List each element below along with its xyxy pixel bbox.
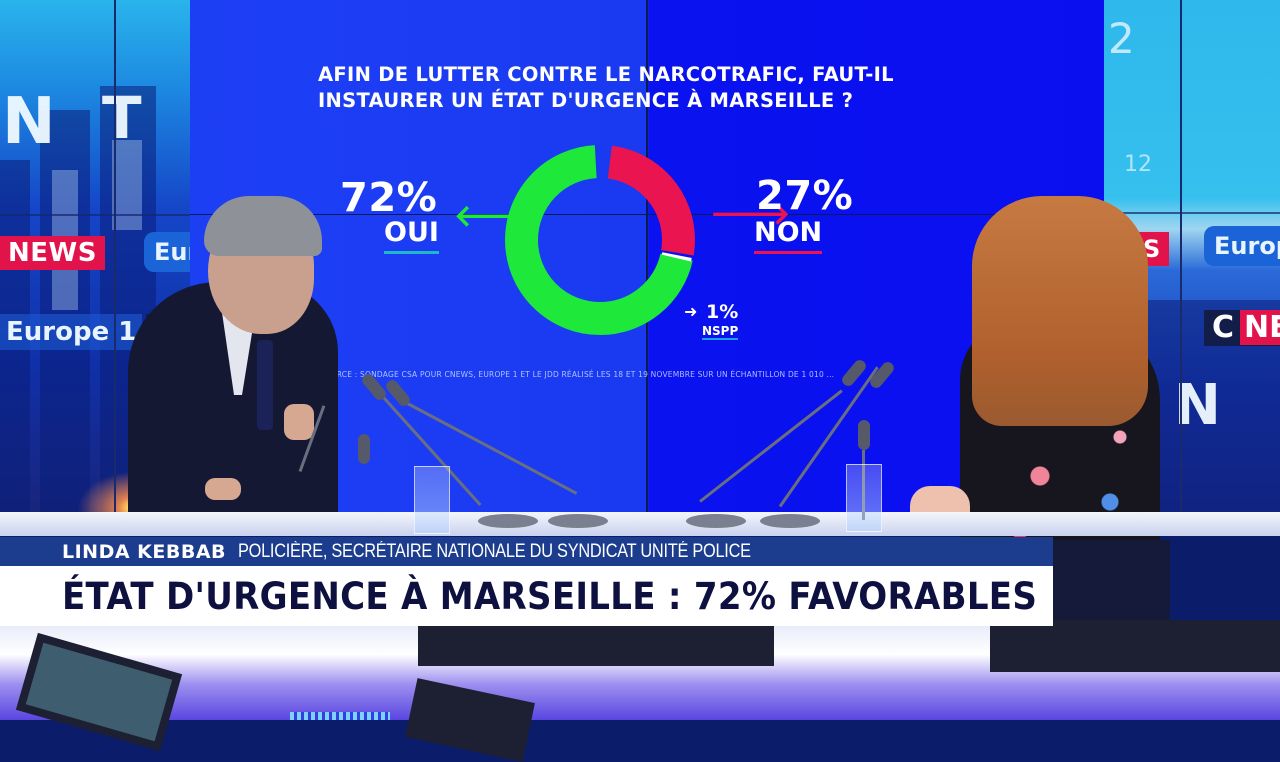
lower-third-name-band: LINDA KEBBAB POLICIÈRE, SECRÉTAIRE NATIO… bbox=[0, 537, 1053, 566]
europe1-logo: Eur bbox=[144, 232, 190, 272]
cnews-logo-ne: NE bbox=[1240, 310, 1280, 345]
dk-percentage: 1% bbox=[706, 301, 739, 323]
wall-seam bbox=[1104, 212, 1280, 214]
wall-seam bbox=[1180, 0, 1182, 520]
arrow-right-icon: ➜ bbox=[684, 302, 698, 321]
cnews-logo-c: C bbox=[1212, 310, 1235, 345]
water-glass bbox=[846, 464, 882, 532]
guest-woman-skirt bbox=[1050, 540, 1170, 630]
no-label: NON bbox=[754, 218, 823, 254]
wall-seam bbox=[0, 214, 190, 216]
wall-seam bbox=[114, 0, 116, 520]
microphone-base bbox=[760, 514, 820, 528]
microphone-base bbox=[478, 514, 538, 528]
donut-segment-non bbox=[505, 145, 695, 335]
europe1-logo: Europ bbox=[1204, 226, 1280, 266]
desk-monitor bbox=[990, 620, 1280, 672]
guest-woman-hair bbox=[972, 196, 1148, 426]
clock-number: 12 bbox=[1124, 152, 1152, 177]
dk-label: NSPP bbox=[702, 324, 739, 340]
led-strip bbox=[290, 712, 390, 720]
studio-desk bbox=[0, 512, 1280, 536]
arrow-left-icon: 🡐 bbox=[454, 199, 535, 234]
guest-role: POLICIÈRE, SECRÉTAIRE NATIONALE DU SYNDI… bbox=[238, 540, 751, 562]
cnews-logo: C NE bbox=[1204, 310, 1280, 346]
cnews-logo: NEWS bbox=[0, 236, 105, 270]
guest-man-hand bbox=[284, 404, 314, 440]
microphone-base bbox=[686, 514, 746, 528]
logo-letter-n: N bbox=[2, 85, 56, 159]
arrow-right-icon: 🡒 bbox=[710, 197, 791, 232]
screen-panel-seam bbox=[190, 214, 1104, 215]
no-percentage: 27% bbox=[756, 173, 854, 219]
poll-question-line1: AFIN DE LUTTER CONTRE LE NARCOTRAFIC, FA… bbox=[318, 63, 894, 86]
building-windows bbox=[112, 140, 142, 230]
microphone-icon bbox=[358, 434, 370, 464]
guest-man-hand bbox=[205, 478, 241, 500]
microphone-icon bbox=[858, 420, 870, 450]
lower-third-headline-band: ÉTAT D'URGENCE À MARSEILLE : 72% FAVORAB… bbox=[0, 566, 1053, 626]
screen-panel-seam bbox=[646, 0, 648, 520]
desk-monitor bbox=[418, 626, 774, 666]
yes-label: OUI bbox=[384, 218, 439, 254]
guest-man-hair bbox=[204, 196, 322, 256]
europe1-logo-secondary: Europe 1 bbox=[0, 314, 143, 350]
poll-display-screen: AFIN DE LUTTER CONTRE LE NARCOTRAFIC, FA… bbox=[190, 0, 1104, 520]
guest-man-tie bbox=[257, 340, 273, 430]
donut-segment-oui bbox=[505, 145, 695, 335]
guest-name: LINDA KEBBAB bbox=[62, 540, 227, 563]
water-glass bbox=[414, 466, 450, 534]
microphone-base bbox=[548, 514, 608, 528]
studio-wall-left: N T NEWS Eur Europe 1 C bbox=[0, 0, 190, 520]
donut-chart bbox=[505, 145, 695, 335]
poll-source: SOURCE : SONDAGE CSA POUR CNEWS, EUROPE … bbox=[320, 370, 835, 379]
yes-percentage: 72% bbox=[340, 175, 438, 221]
poll-question: AFIN DE LUTTER CONTRE LE NARCOTRAFIC, FA… bbox=[318, 62, 958, 114]
clock-number: 2 bbox=[1108, 14, 1135, 63]
logo-letter-t: T bbox=[102, 84, 142, 152]
headline: ÉTAT D'URGENCE À MARSEILLE : 72% FAVORAB… bbox=[62, 574, 1038, 618]
poll-question-line2: INSTAURER UN ÉTAT D'URGENCE À MARSEILLE … bbox=[318, 89, 854, 112]
